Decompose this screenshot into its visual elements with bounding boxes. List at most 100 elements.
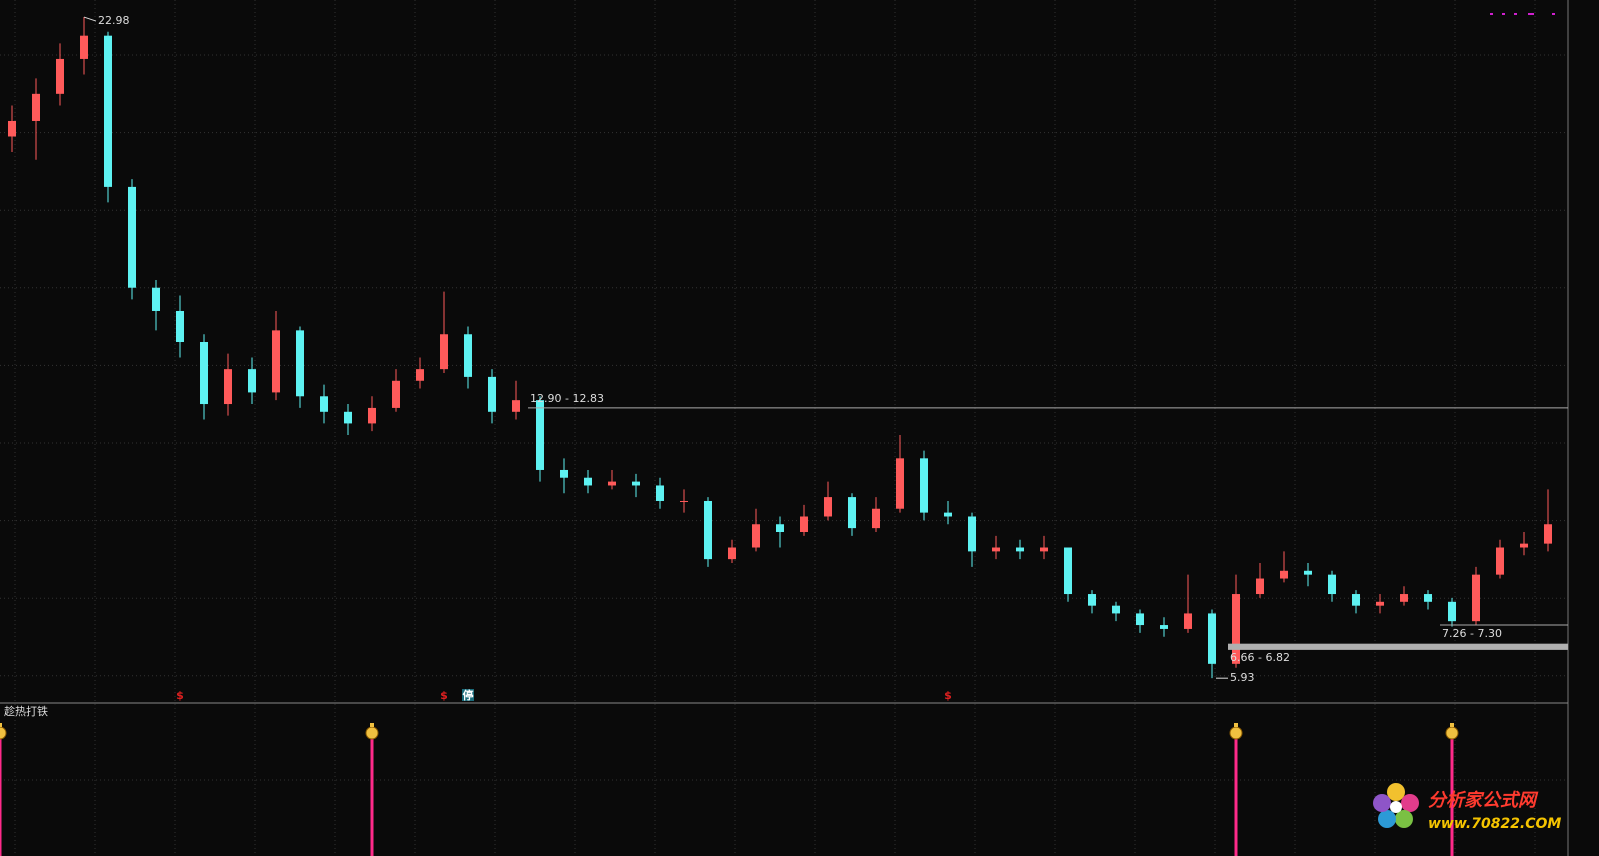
candle-body xyxy=(896,458,904,509)
candle-body xyxy=(1064,547,1072,595)
candle-body xyxy=(416,369,424,381)
petal xyxy=(1373,794,1391,812)
top-dots xyxy=(1490,13,1555,15)
indicator-pane: 趁热打铁 xyxy=(0,704,1459,856)
watermark-url: www.70822.COM xyxy=(1428,816,1561,832)
candle-body xyxy=(1448,601,1456,622)
marker: $ xyxy=(176,689,184,702)
level-label: 7.26 - 7.30 xyxy=(1442,627,1502,640)
dot xyxy=(1502,13,1505,15)
candle-body xyxy=(1376,601,1384,606)
candle-body xyxy=(152,287,160,311)
candle-body xyxy=(776,524,784,532)
candle-body xyxy=(656,485,664,501)
candle-body xyxy=(488,376,496,412)
dot xyxy=(1490,13,1493,15)
dot xyxy=(1528,13,1534,15)
candle-body xyxy=(1328,574,1336,595)
candle-body xyxy=(1184,613,1192,629)
money-bag xyxy=(365,726,379,740)
petal xyxy=(1401,794,1419,812)
candle-body xyxy=(752,524,760,548)
candle-body xyxy=(992,547,1000,552)
petal xyxy=(1387,783,1405,801)
candle-body xyxy=(1160,625,1168,629)
candle-body xyxy=(1112,605,1120,614)
candle-body xyxy=(368,407,376,424)
candle-body xyxy=(848,497,856,529)
petal xyxy=(1395,810,1413,828)
high-pointer xyxy=(83,16,97,22)
level-band xyxy=(1228,643,1568,650)
candle-body xyxy=(872,508,880,529)
marker: $ xyxy=(440,689,448,702)
candle-body xyxy=(320,396,328,412)
money-bag xyxy=(1445,726,1459,740)
money-bag-top xyxy=(370,723,374,727)
candle-body xyxy=(296,330,304,397)
candle-body xyxy=(1472,574,1480,622)
low-label: 5.93 xyxy=(1230,671,1255,684)
candle-body xyxy=(1352,594,1360,606)
level-label: 12.90 - 12.83 xyxy=(530,392,604,405)
candle-body xyxy=(1520,543,1528,548)
candle-body xyxy=(1280,570,1288,579)
candle-body xyxy=(1400,594,1408,602)
candle-body xyxy=(224,369,232,405)
high-label: 22.98 xyxy=(98,14,130,27)
money-bag xyxy=(0,726,7,740)
marker: $ xyxy=(944,689,952,702)
candle-body xyxy=(536,400,544,470)
candle-body xyxy=(176,310,184,342)
candle-body xyxy=(1424,594,1432,602)
money-bag-top xyxy=(0,723,2,727)
candle-body xyxy=(344,411,352,424)
candle-body xyxy=(608,481,616,486)
candle-body xyxy=(200,342,208,405)
candle-body xyxy=(1136,613,1144,626)
candle-body xyxy=(1256,578,1264,595)
candle-body xyxy=(800,516,808,532)
candle-body xyxy=(272,330,280,393)
candle-body xyxy=(1544,524,1552,544)
logo xyxy=(1373,783,1419,828)
candle-body xyxy=(1304,570,1312,575)
candle-body xyxy=(824,497,832,517)
candle-body xyxy=(1088,594,1096,606)
candle-body xyxy=(32,93,40,121)
main-pane: 22.98 5.93 12.90 - 12.83 6.66 - 6.82 7.26 - … xyxy=(8,14,1568,702)
petal xyxy=(1378,810,1396,828)
dot xyxy=(1552,13,1555,15)
money-bag xyxy=(1229,726,1243,740)
candle-body xyxy=(512,400,520,412)
candle-body xyxy=(632,481,640,486)
candle-body xyxy=(1496,547,1504,575)
candle-body xyxy=(1040,547,1048,552)
candle-body xyxy=(56,58,64,94)
candle-body xyxy=(944,512,952,517)
candle-body xyxy=(128,186,136,288)
candle-body xyxy=(1232,594,1240,664)
candle-body xyxy=(968,516,976,552)
candle-body xyxy=(80,35,88,59)
center xyxy=(1390,801,1402,813)
watermark-name: 分析家公式网 xyxy=(1428,790,1539,811)
marker: 停 xyxy=(463,688,474,702)
candle-body xyxy=(104,35,112,187)
money-bag-top xyxy=(1450,723,1454,727)
level-label: 6.66 - 6.82 xyxy=(1230,651,1290,664)
watermark: 分析家公式网 www.70822.COM xyxy=(1373,783,1561,832)
candle-body xyxy=(1016,547,1024,552)
candle-body xyxy=(680,500,688,502)
candle-body xyxy=(704,500,712,560)
candle-body xyxy=(728,547,736,560)
candle-body xyxy=(392,380,400,408)
dot xyxy=(1514,13,1517,15)
candle-body xyxy=(464,334,472,377)
candle-body xyxy=(8,120,16,137)
indicator-title: 趁热打铁 xyxy=(4,704,48,718)
candle-body xyxy=(248,369,256,393)
